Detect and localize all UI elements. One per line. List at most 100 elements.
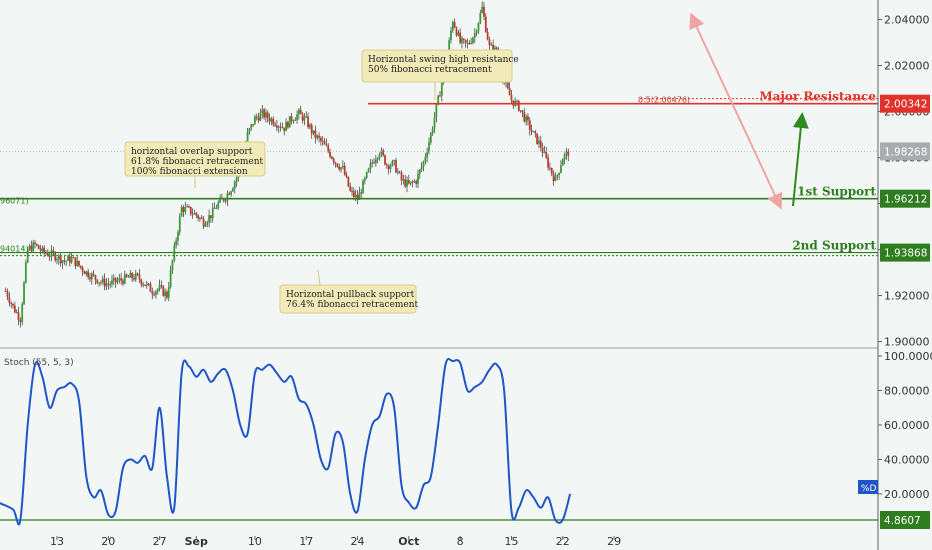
candle-body: [234, 182, 236, 189]
candle-body: [335, 162, 337, 163]
candle-body: [303, 117, 305, 121]
candle-body: [289, 116, 291, 127]
candle-body: [531, 130, 533, 132]
candle-body: [292, 121, 294, 122]
candle-body: [69, 256, 71, 262]
candle-body: [159, 285, 161, 289]
candle-body: [368, 169, 370, 173]
candle-body: [265, 112, 267, 117]
candle-body: [258, 117, 260, 120]
candle-body: [128, 277, 130, 278]
stoch-low-tag-label: 4.8607: [884, 515, 921, 527]
major-resistance-label: Major Resistance: [759, 90, 876, 104]
candle-body: [371, 162, 373, 163]
candle-body: [479, 13, 481, 23]
candle-body: [38, 245, 40, 249]
candle-body: [113, 278, 115, 280]
candle-body: [87, 271, 89, 277]
candle-body: [54, 253, 56, 260]
candle-body: [450, 31, 452, 40]
candle-body: [300, 110, 302, 114]
candle-body: [533, 131, 535, 132]
candle-body: [472, 38, 474, 43]
candle-body: [228, 193, 230, 194]
candle-body: [91, 274, 93, 280]
candle-body: [291, 116, 293, 121]
candle-body: [201, 218, 203, 219]
candle-body: [263, 110, 265, 118]
candle-body: [49, 256, 51, 257]
callout-line: horizontal overlap support: [131, 147, 253, 157]
price-tick-label: 2.04000: [884, 14, 930, 27]
candle-body: [30, 246, 32, 251]
candle-body: [314, 130, 316, 138]
candle-body: [25, 262, 27, 282]
candle-body: [408, 180, 410, 183]
candle-body: [84, 272, 86, 275]
candle-body: [133, 278, 135, 279]
candle-body: [324, 141, 326, 144]
candle-body: [419, 170, 421, 174]
candle-body: [111, 280, 113, 284]
candle-body: [177, 232, 179, 240]
candle-body: [463, 39, 465, 40]
stoch-tick-label: 100.0000: [884, 350, 932, 363]
candle-body: [129, 273, 131, 278]
candle-body: [509, 88, 511, 95]
candle-body: [170, 270, 172, 287]
candle-body: [60, 255, 62, 263]
candle-body: [256, 116, 258, 117]
candle-body: [166, 292, 168, 298]
stoch-tick-label: 40.0000: [884, 453, 930, 466]
candle-body: [344, 166, 346, 175]
candle-body: [107, 283, 109, 284]
candle-body: [415, 181, 417, 184]
time-tick-label: 29: [607, 535, 621, 548]
candle-body: [353, 191, 355, 197]
candle-body: [457, 33, 459, 36]
time-tick-label: 17: [299, 535, 313, 548]
candle-body: [40, 249, 42, 251]
candle-body: [58, 255, 60, 259]
candle-body: [71, 257, 73, 262]
candle-body: [19, 320, 21, 322]
candle-body: [93, 274, 95, 275]
candle-body: [280, 127, 282, 128]
candle-body: [254, 116, 256, 124]
candle-body: [549, 168, 551, 169]
candle-body: [137, 273, 139, 274]
candle-body: [527, 116, 529, 120]
candle-body: [269, 118, 271, 121]
candle-body: [115, 278, 117, 282]
candle-body: [73, 257, 75, 258]
candle-body: [216, 208, 218, 209]
candle-body: [208, 215, 210, 222]
candle-body: [62, 260, 64, 263]
candle-body: [205, 225, 207, 227]
candle-body: [175, 241, 177, 246]
candle-body: [294, 120, 296, 121]
candle-body: [311, 125, 313, 133]
candle-body: [96, 280, 98, 284]
first-support-label: 1st Support: [797, 185, 876, 199]
time-tick-label: 20: [101, 535, 115, 548]
candle-body: [540, 141, 542, 148]
candle-body: [432, 129, 434, 133]
candle-body: [162, 286, 164, 296]
candle-body: [120, 278, 122, 280]
candle-body: [194, 213, 196, 214]
candle-body: [188, 207, 190, 208]
candle-body: [118, 278, 120, 280]
candle-body: [181, 207, 183, 216]
candle-body: [34, 243, 36, 244]
time-tick-label: 13: [50, 535, 64, 548]
candle-body: [298, 110, 300, 115]
candle-body: [67, 256, 69, 261]
stoch-tick-label: 60.0000: [884, 419, 930, 432]
candle-body: [397, 172, 399, 173]
left-edge-label: 96071): [0, 197, 29, 206]
candle-body: [316, 136, 318, 138]
candle-body: [102, 279, 104, 283]
candle-body: [340, 167, 342, 169]
